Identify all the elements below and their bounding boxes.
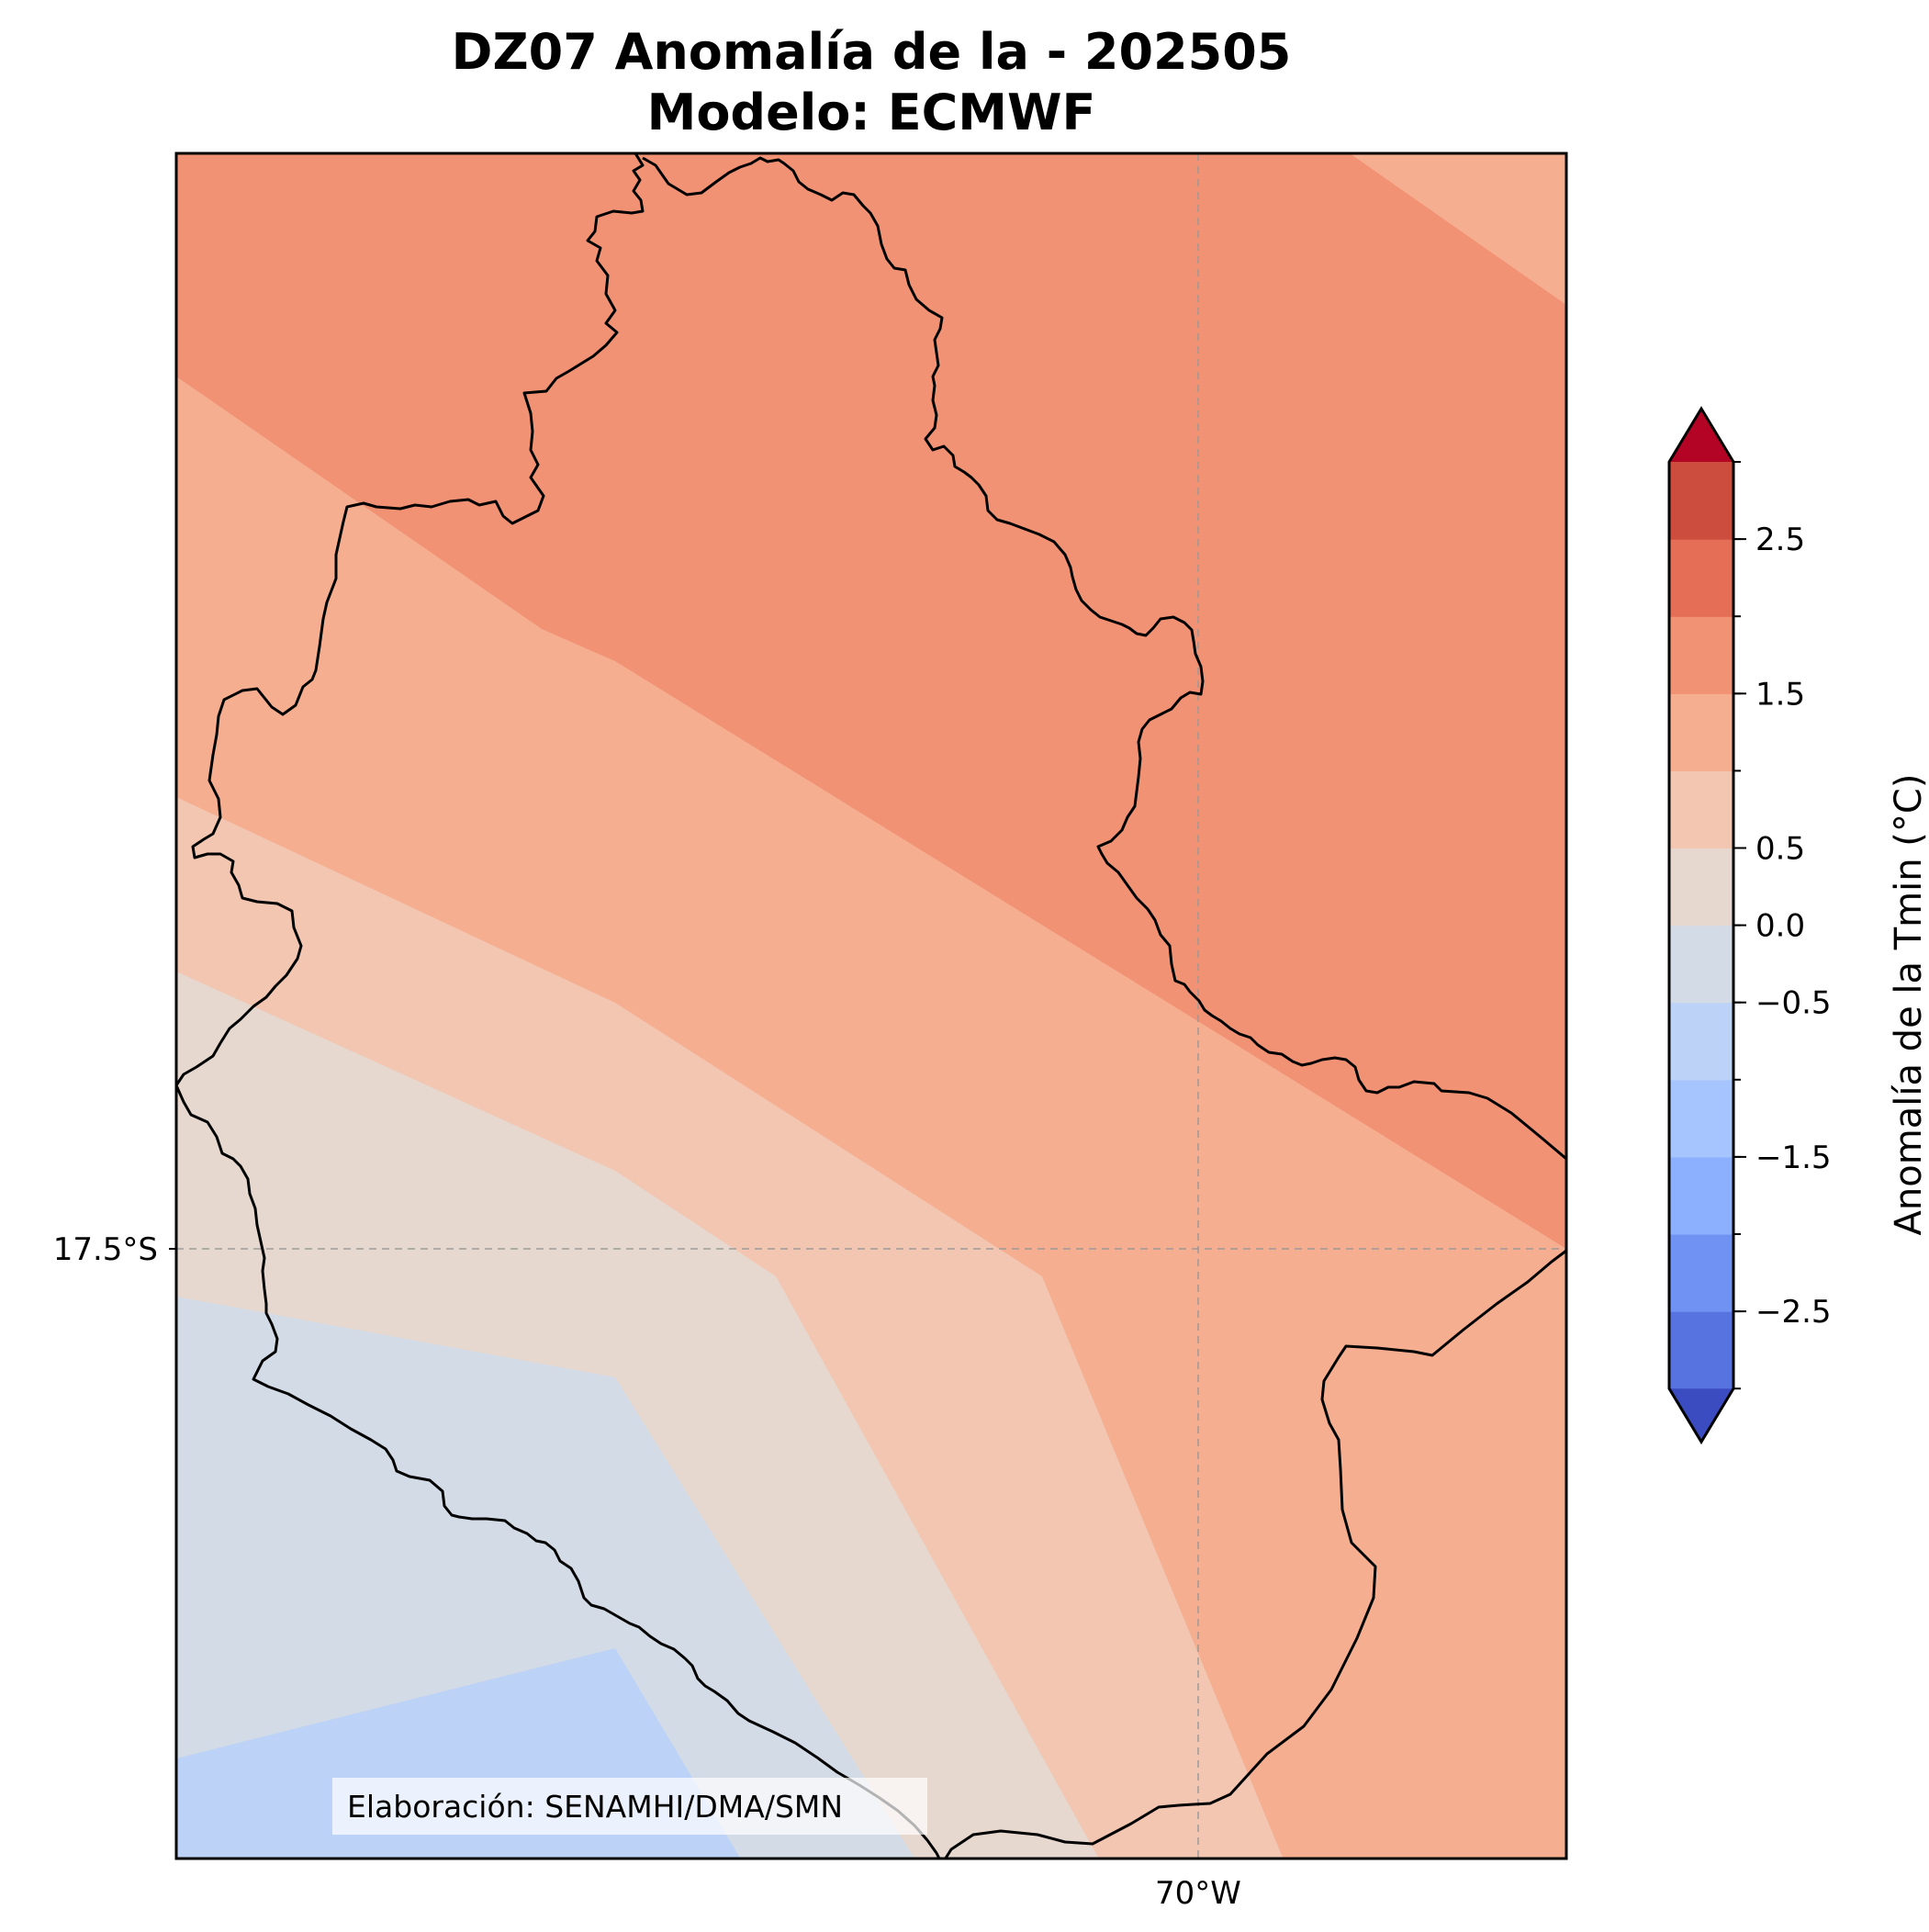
- colorbar-extend-min: [1669, 1388, 1733, 1443]
- region-boundary: [176, 153, 1566, 1859]
- colorbar-segment: [1669, 1234, 1733, 1312]
- fill-band-0-75-to-1-0-corner: [1350, 153, 1566, 305]
- colorbar-tick-label: −1.5: [1755, 1140, 1832, 1176]
- colorbar-segment: [1669, 1311, 1733, 1389]
- colorbar-segment: [1669, 1002, 1733, 1081]
- map-subtitle: Modelo: ECMWF: [646, 84, 1096, 141]
- lon-tick-label: 70°W: [1155, 1875, 1241, 1912]
- colorbar-tick-label: 0.5: [1755, 831, 1805, 868]
- map-frame: [174, 152, 1568, 1860]
- colorbar-segment: [1669, 1156, 1733, 1235]
- colorbar-tick-label: 1.5: [1755, 676, 1805, 713]
- credit-box: Elaboración: SENAMHI/DMA/SMN: [332, 1778, 927, 1835]
- colorbar-segment: [1669, 925, 1733, 1004]
- colorbar-tick-label: −0.5: [1755, 985, 1832, 1022]
- gridlines: [176, 153, 1566, 1859]
- colorbar-segment: [1669, 693, 1733, 771]
- colorbar-segment: [1669, 462, 1733, 540]
- anomaly-field: [176, 153, 1566, 1859]
- colorbar: 2.5 1.5 0.5 0.0 −0.5 −1.5 −2.5: [1667, 406, 1832, 1445]
- colorbar-segment: [1669, 539, 1733, 617]
- colorbar-segment: [1669, 616, 1733, 694]
- colorbar-segment: [1669, 1079, 1733, 1158]
- colorbar-tick-label: 2.5: [1755, 522, 1805, 558]
- colorbar-extend-max: [1669, 409, 1733, 462]
- map-title: DZ07 Anomalía de la - 202505: [451, 23, 1292, 81]
- colorbar-tick-label: −2.5: [1755, 1294, 1832, 1331]
- colorbar-label: Anomalía de la Tmin (°C): [1888, 774, 1929, 1236]
- colorbar-segment: [1669, 848, 1733, 927]
- credit-text: Elaboración: SENAMHI/DMA/SMN: [347, 1789, 843, 1825]
- colorbar-tick-label: 0.0: [1755, 908, 1805, 945]
- colorbar-segment: [1669, 770, 1733, 849]
- lat-tick-label: 17.5°S: [53, 1231, 158, 1268]
